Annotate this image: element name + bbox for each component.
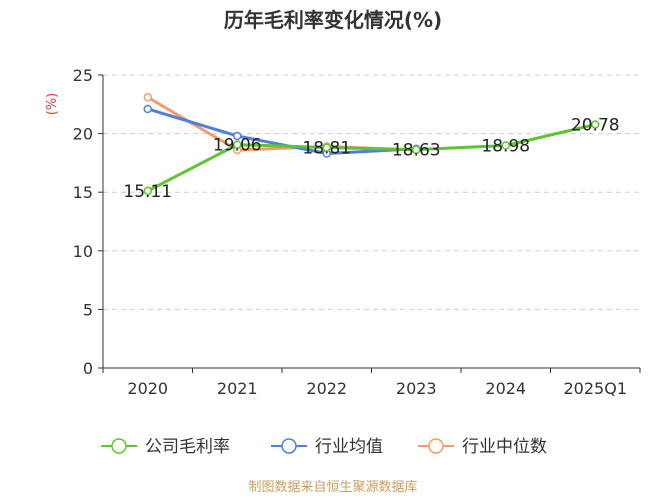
y-axis-unit: (%): [45, 93, 60, 116]
x-tick-label-2022: 2022: [306, 379, 347, 398]
data-label-2020: 15.11: [123, 182, 172, 202]
data-label-2025Q1: 20.78: [571, 115, 620, 135]
y-tick-label-20: 20: [73, 125, 93, 144]
x-tick-label-2025Q1: 2025Q1: [564, 379, 628, 398]
x-tick-label-2020: 2020: [127, 379, 168, 398]
series-2-line: [146, 95, 417, 152]
y-tick-label-25: 25: [73, 66, 93, 85]
series-1-point-1: [233, 131, 242, 141]
series-0-point-3: [412, 145, 421, 154]
data-label-2023: 18.63: [392, 141, 441, 161]
y-tick-label-0: 0: [83, 359, 93, 378]
legend: 公司毛利率 行业均值 行业中位数: [101, 437, 547, 457]
series-0-point-1: [233, 140, 242, 149]
source-note: 制图数据来自恒生聚源数据库: [248, 479, 417, 495]
legend-item-0-label: 公司毛利率: [145, 437, 230, 457]
series-0-point-5: [591, 120, 600, 129]
grid-layer: [103, 74, 640, 310]
series-layer: [143, 93, 600, 196]
y-tick-label-15: 15: [73, 183, 93, 202]
legend-item-2-label: 行业中位数: [462, 437, 547, 457]
x-tick-label-2023: 2023: [396, 379, 437, 398]
series-2-point-0: [143, 93, 152, 102]
series-0-point-2: [322, 143, 331, 152]
legend-item-1-label: 行业均值: [315, 437, 383, 457]
data-label-2024: 18.98: [481, 137, 530, 157]
legend-item-0-marker: [111, 438, 127, 454]
legend-item-2-marker: [428, 438, 444, 454]
data-label-2022: 18.81: [302, 139, 351, 159]
data-label-2021: 19.06: [213, 136, 262, 156]
axis-layer: 0 5 10 15 20 25 2020 2021 2022 2023 2024 2025Q1: [73, 66, 641, 398]
y-tick-label-5: 5: [83, 300, 93, 319]
data-label-layer: 15.11 19.06 18.81 18.63 18.98 20.78: [123, 115, 619, 201]
series-0-point-4: [501, 141, 510, 150]
x-tick-label-2021: 2021: [217, 379, 258, 398]
x-tick-label-2024: 2024: [485, 379, 526, 398]
y-tick-label-10: 10: [73, 242, 93, 261]
series-0-point-0: [143, 186, 152, 196]
series-0-line: [147, 122, 596, 193]
chart-title: 历年毛利率变化情况(%): [224, 8, 442, 32]
series-1-point-0: [143, 104, 152, 114]
legend-item-1-marker: [281, 438, 297, 454]
